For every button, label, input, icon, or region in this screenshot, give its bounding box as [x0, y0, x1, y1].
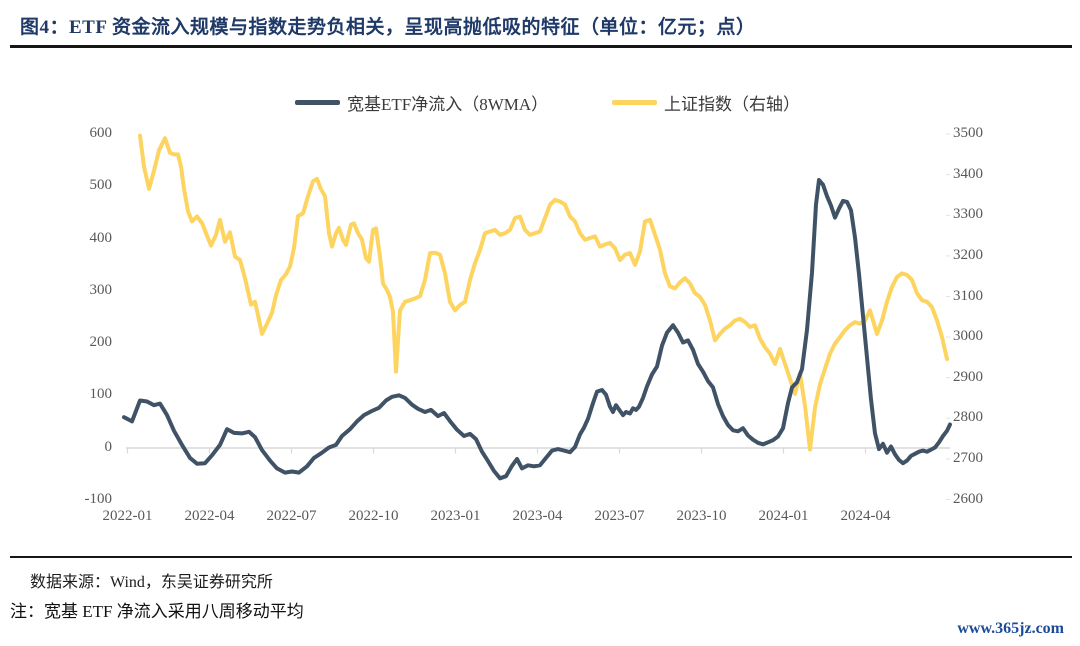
- data-source-note: 数据来源：Wind，东吴证券研究所: [30, 574, 273, 591]
- footer-divider: [10, 556, 1072, 558]
- x-axis-tick-label: 2022-04: [184, 508, 235, 524]
- legend-item-etf-netinflow: 宽基ETF净流入（8WMA）: [295, 90, 548, 115]
- sse-index-line: [138, 133, 949, 452]
- left-axis-tick-label: 200: [89, 334, 113, 350]
- x-axis-tick-label: 2023-04: [512, 508, 563, 524]
- left-axis-tick-label: 300: [89, 281, 113, 298]
- right-axis-tick-label: 2600: [953, 490, 983, 507]
- left-axis-tick-label: 600: [89, 125, 113, 141]
- right-axis-tick-label: 2700: [953, 449, 983, 466]
- method-footnote: 注：宽基 ETF 净流入采用八周移动平均: [10, 602, 304, 621]
- etf-line-swatch: [295, 100, 340, 105]
- x-axis-tick-label: 2022-07: [266, 508, 317, 524]
- title-divider: [10, 45, 1072, 48]
- legend-item-sse-index: 上证指数（右轴）: [612, 90, 800, 115]
- right-axis-tick-label: 3400: [953, 165, 983, 182]
- etf-netinflow-line: [122, 178, 952, 481]
- legend-label-etf: 宽基ETF净流入（8WMA）: [347, 95, 549, 114]
- right-axis-tick-label: 3500: [953, 125, 983, 142]
- index-line-swatch: [612, 100, 657, 105]
- x-axis-tick-label: 2023-01: [430, 508, 481, 524]
- left-axis-tick-label: 100: [89, 386, 113, 403]
- x-axis-tick-label: 2024-04: [840, 508, 891, 524]
- x-axis-tick-label: 2022-10: [348, 508, 399, 524]
- left-axis-tick-label: 500: [89, 177, 113, 194]
- right-axis-tick-label: 3200: [953, 246, 983, 263]
- right-axis-tick-label: 3300: [953, 206, 983, 223]
- watermark-url[interactable]: www.365jz.com: [957, 620, 1064, 637]
- x-axis-tick-label: 2023-07: [594, 508, 645, 524]
- right-axis-tick-label: 3000: [953, 328, 983, 345]
- right-axis-tick-label: 3100: [953, 287, 983, 304]
- x-axis-tick-label: 2023-10: [676, 508, 727, 524]
- x-axis-tick-label: 2024-01: [758, 508, 809, 524]
- right-axis-tick-label: 2800: [953, 409, 983, 426]
- x-axis-tick-label: 2022-01: [102, 508, 153, 524]
- left-axis-tick-label: 0: [104, 438, 113, 455]
- figure-title: 图4：ETF 资金流入规模与指数走势负相关，呈现高抛低吸的特征（单位：亿元；点）: [20, 17, 756, 38]
- right-axis-tick-label: 2900: [953, 368, 983, 385]
- left-axis-tick-label: 400: [89, 229, 113, 246]
- legend-label-index: 上证指数（右轴）: [664, 95, 800, 114]
- left-axis-tick-label: -100: [84, 490, 113, 507]
